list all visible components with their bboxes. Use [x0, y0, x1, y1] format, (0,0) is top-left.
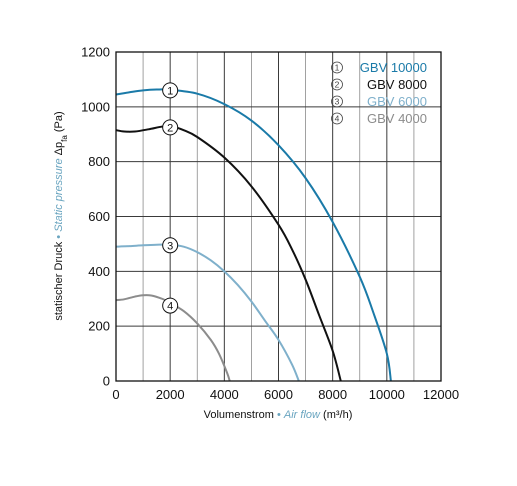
x-tick-label: 0: [112, 387, 119, 402]
curve-marker-layer: 1 2 3 4: [162, 82, 179, 314]
x-tick-label: 8000: [318, 387, 347, 402]
legend-marker-2: [331, 78, 343, 91]
x-tick-label: 2000: [156, 387, 185, 402]
curve-marker-label-1: 1: [167, 85, 173, 97]
y-axis-label-separator: •: [53, 232, 65, 242]
y-axis-label-main: statischer Druck: [53, 241, 65, 320]
tick-label-layer: 0 2000 4000 6000 8000 10000 12000 0 200 400 600 800…: [81, 45, 459, 403]
curve-marker-1: [162, 82, 179, 99]
y-axis-label-subscript: fa: [60, 135, 69, 142]
y-axis-label-symbol: Δp: [53, 142, 65, 159]
curve-marker-4: [162, 297, 179, 314]
y-axis-label-alt: Static pressure: [53, 158, 65, 231]
legend-marker-label-4: 4: [335, 114, 340, 124]
legend-marker-4: [331, 112, 343, 125]
legend-marker-3: [331, 95, 343, 108]
legend-item-3: GBV 6000: [367, 94, 427, 109]
y-tick-label: 600: [88, 209, 110, 224]
legend: 1 GBV 10000 2 GBV 8000 3 GBV 6000 4 GBV 4000: [331, 60, 427, 126]
y-tick-label: 1200: [81, 45, 110, 60]
x-tick-label: 12000: [423, 387, 459, 402]
y-axis-label: statischer Druck • Static pressure Δpfa …: [53, 111, 69, 320]
x-axis-label: Volumenstrom • Air flow (m³/h): [204, 409, 353, 421]
x-axis-label-unit: (m³/h): [320, 409, 352, 421]
y-axis-label-unit: (Pa): [53, 111, 65, 135]
legend-item-2: GBV 8000: [367, 77, 427, 92]
y-tick-label: 0: [103, 374, 110, 389]
curve-marker-label-3: 3: [167, 240, 173, 252]
curve-3: [115, 243, 300, 382]
legend-marker-1: [331, 61, 343, 74]
curve-layer: [115, 88, 392, 382]
y-tick-label: 200: [88, 319, 110, 334]
grid-layer: [116, 52, 441, 381]
legend-item-4: GBV 4000: [367, 111, 427, 126]
legend-marker-label-1: 1: [335, 63, 340, 73]
legend-item-1: GBV 10000: [360, 60, 427, 75]
x-tick-label: 4000: [210, 387, 239, 402]
x-axis-label-alt: Air flow: [283, 409, 321, 421]
curve-marker-2: [162, 119, 179, 136]
curve-marker-label-4: 4: [167, 301, 173, 313]
plot-frame: [115, 51, 442, 382]
y-tick-label: 1000: [81, 99, 110, 114]
y-tick-label: 400: [88, 264, 110, 279]
legend-marker-label-2: 2: [335, 80, 340, 90]
x-axis-label-separator: •: [274, 409, 284, 421]
curve-marker-label-2: 2: [167, 122, 173, 134]
curve-marker-3: [162, 237, 179, 254]
x-axis-label-main: Volumenstrom: [204, 409, 274, 421]
x-tick-label: 10000: [369, 387, 405, 402]
curve-2: [115, 124, 342, 382]
curve-1: [115, 88, 392, 382]
y-tick-label: 800: [88, 154, 110, 169]
legend-marker-label-3: 3: [335, 97, 340, 107]
x-tick-label: 6000: [264, 387, 293, 402]
